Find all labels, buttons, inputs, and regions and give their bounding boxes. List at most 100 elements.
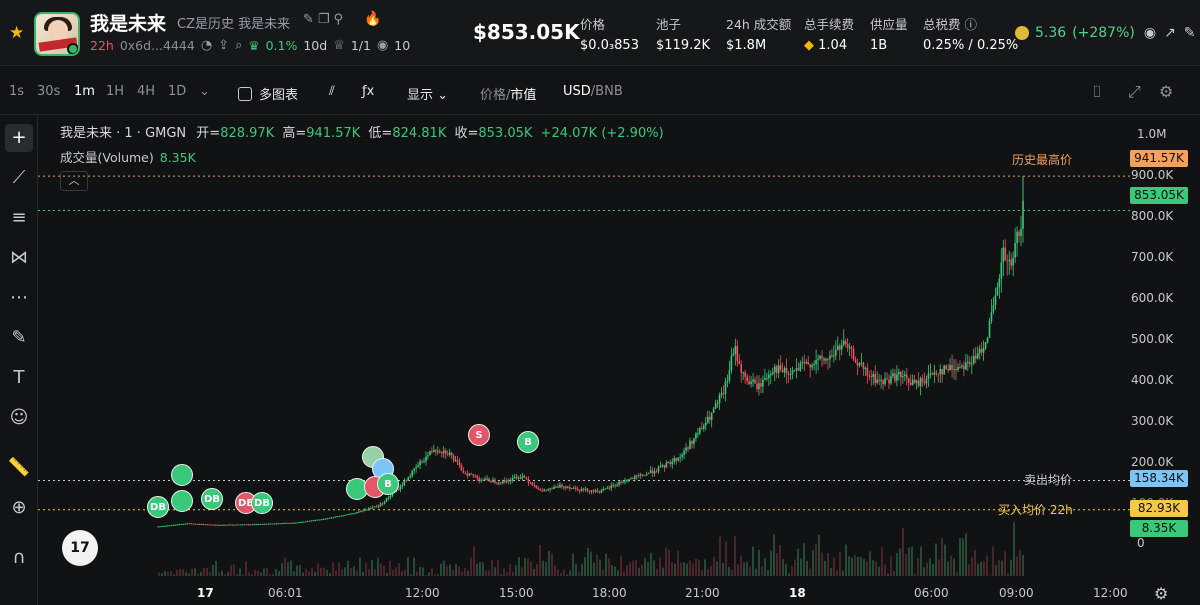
candle-body: [472, 474, 475, 476]
trader-avatar[interactable]: [171, 464, 193, 486]
volume-bar: [392, 569, 394, 576]
display-dropdown[interactable]: 显示 ⌄: [407, 88, 449, 103]
interval-1d[interactable]: 1D: [168, 84, 187, 99]
volume-bar: [197, 573, 199, 576]
candle-body: [1018, 231, 1020, 236]
candle-body: [789, 374, 792, 376]
candle-body: [525, 477, 528, 480]
interval-1s[interactable]: 1s: [9, 84, 25, 99]
volume-bar: [677, 550, 679, 576]
trade-marker-db[interactable]: DB: [147, 496, 169, 518]
currency-toggle[interactable]: USD/BNB: [563, 84, 623, 99]
buy-avg-tag: 82.93K: [1130, 500, 1188, 517]
price-chart[interactable]: 我是未来 · 1 · GMGN 开=828.97K 高=941.57K 低=82…: [38, 116, 1200, 605]
text-icon[interactable]: T: [13, 367, 25, 388]
brush-icon[interactable]: ✎: [11, 327, 27, 348]
indicators-icon[interactable]: ƒx: [362, 84, 375, 99]
volume-bar: [212, 564, 214, 576]
trade-marker-s[interactable]: S: [468, 424, 490, 446]
candle-body: [232, 524, 234, 526]
candle-body: [301, 521, 303, 523]
candle-body: [184, 523, 187, 525]
emoji-icon[interactable]: ☺: [9, 407, 29, 428]
crosshair-icon[interactable]: +: [5, 124, 33, 152]
volume-bar: [611, 565, 613, 576]
horizontal-lines-icon[interactable]: ≡: [11, 207, 27, 228]
zoom-icon[interactable]: ⊕: [11, 497, 27, 518]
volume-bar: [671, 562, 673, 576]
volume-bar: [863, 558, 865, 576]
candle-body: [206, 524, 209, 526]
fullscreen-icon[interactable]: ⤢: [1128, 82, 1141, 101]
interval-1m[interactable]: 1m: [74, 84, 95, 99]
edit-copy-share-icons[interactable]: ✎❐⚲: [303, 12, 348, 27]
volume-bar: [191, 568, 193, 576]
contract-address[interactable]: 0x6d...4444: [119, 38, 195, 53]
candle-body: [529, 482, 532, 484]
candle-body: [655, 471, 658, 473]
trade-marker-db[interactable]: DB: [201, 488, 223, 510]
candle-body: [986, 337, 989, 343]
candle-body: [911, 379, 914, 385]
volume-bar: [953, 558, 955, 576]
eye-external-pin-icons[interactable]: ◉↗✎: [1143, 25, 1200, 41]
volume-bar: [830, 568, 832, 576]
price-mcap-toggle[interactable]: 价格/市值: [480, 88, 537, 103]
volume-bar: [425, 575, 427, 576]
tradingview-logo[interactable]: 17: [62, 530, 98, 566]
candle-body: [882, 380, 884, 385]
camera-icon[interactable]: ⌷: [1092, 82, 1102, 101]
settings-icon[interactable]: ⚙: [1159, 82, 1174, 101]
volume-bar: [902, 527, 904, 576]
candle-type-icon[interactable]: ⫽: [329, 84, 335, 99]
collapse-legend-icon[interactable]: ︿: [60, 171, 88, 191]
chart-icon[interactable]: ◔: [200, 38, 213, 53]
candle-body: [819, 356, 821, 359]
axis-settings-icon[interactable]: ⚙: [1154, 584, 1169, 603]
favorite-star-icon[interactable]: ★: [9, 23, 25, 43]
chevron-down-icon[interactable]: ⌄: [199, 84, 210, 99]
volume-bar: [983, 561, 985, 576]
chart-canvas[interactable]: [38, 116, 1200, 605]
candle-body: [626, 479, 628, 482]
trendline-icon[interactable]: ⟋: [12, 167, 26, 188]
multi-chart-toggle[interactable]: 多图表: [238, 84, 298, 103]
share-icon[interactable]: ⇪: [218, 38, 230, 53]
trade-marker-b[interactable]: B: [517, 431, 539, 453]
candle-body: [255, 523, 258, 525]
interval-30s[interactable]: 30s: [37, 84, 61, 99]
volume-bar: [173, 574, 175, 576]
candle-body: [835, 349, 837, 356]
volume-bar: [974, 550, 976, 576]
candle-body: [555, 486, 557, 488]
trader-avatar[interactable]: [171, 490, 193, 512]
trade-marker-b[interactable]: B: [377, 473, 399, 495]
candle-body: [750, 381, 752, 385]
magnet-icon[interactable]: ∩: [12, 547, 26, 568]
volume-bar: [203, 568, 205, 576]
search-icon[interactable]: ⌕: [235, 38, 243, 53]
candle-body: [943, 365, 945, 375]
pattern-icon[interactable]: ⋈: [10, 247, 28, 268]
chart-toolbar: 1s 30s 1m 1H 4H 1D ⌄ 多图表 ⫽ ƒx 显示 ⌄ 价格/市值…: [0, 67, 1200, 115]
volume-bar: [794, 559, 796, 576]
y-tick: 400.0K: [1131, 373, 1174, 387]
candle-body: [253, 524, 256, 526]
ruler-icon[interactable]: 📏: [7, 457, 31, 478]
candle-body: [630, 478, 632, 480]
volume-bar: [707, 569, 709, 576]
candle-body: [409, 475, 412, 478]
candle-body: [356, 512, 358, 514]
candle-body: [458, 462, 461, 465]
candle-body: [289, 522, 291, 524]
interval-4h[interactable]: 4H: [137, 84, 156, 99]
token-meta-row: 22h 0x6d...4444 ◔ ⇪ ⌕ ♛ 0.1% 10d ♕ 1/1 ◉…: [90, 38, 410, 53]
volume-bar: [293, 571, 295, 576]
interval-1h[interactable]: 1H: [106, 84, 125, 99]
volume-bar: [188, 573, 190, 576]
volume-bar: [548, 550, 550, 576]
volume-bar: [914, 573, 916, 576]
candle-body: [836, 345, 839, 350]
fib-icon[interactable]: ⋯: [10, 287, 28, 308]
trade-marker-db[interactable]: DB: [251, 492, 273, 514]
